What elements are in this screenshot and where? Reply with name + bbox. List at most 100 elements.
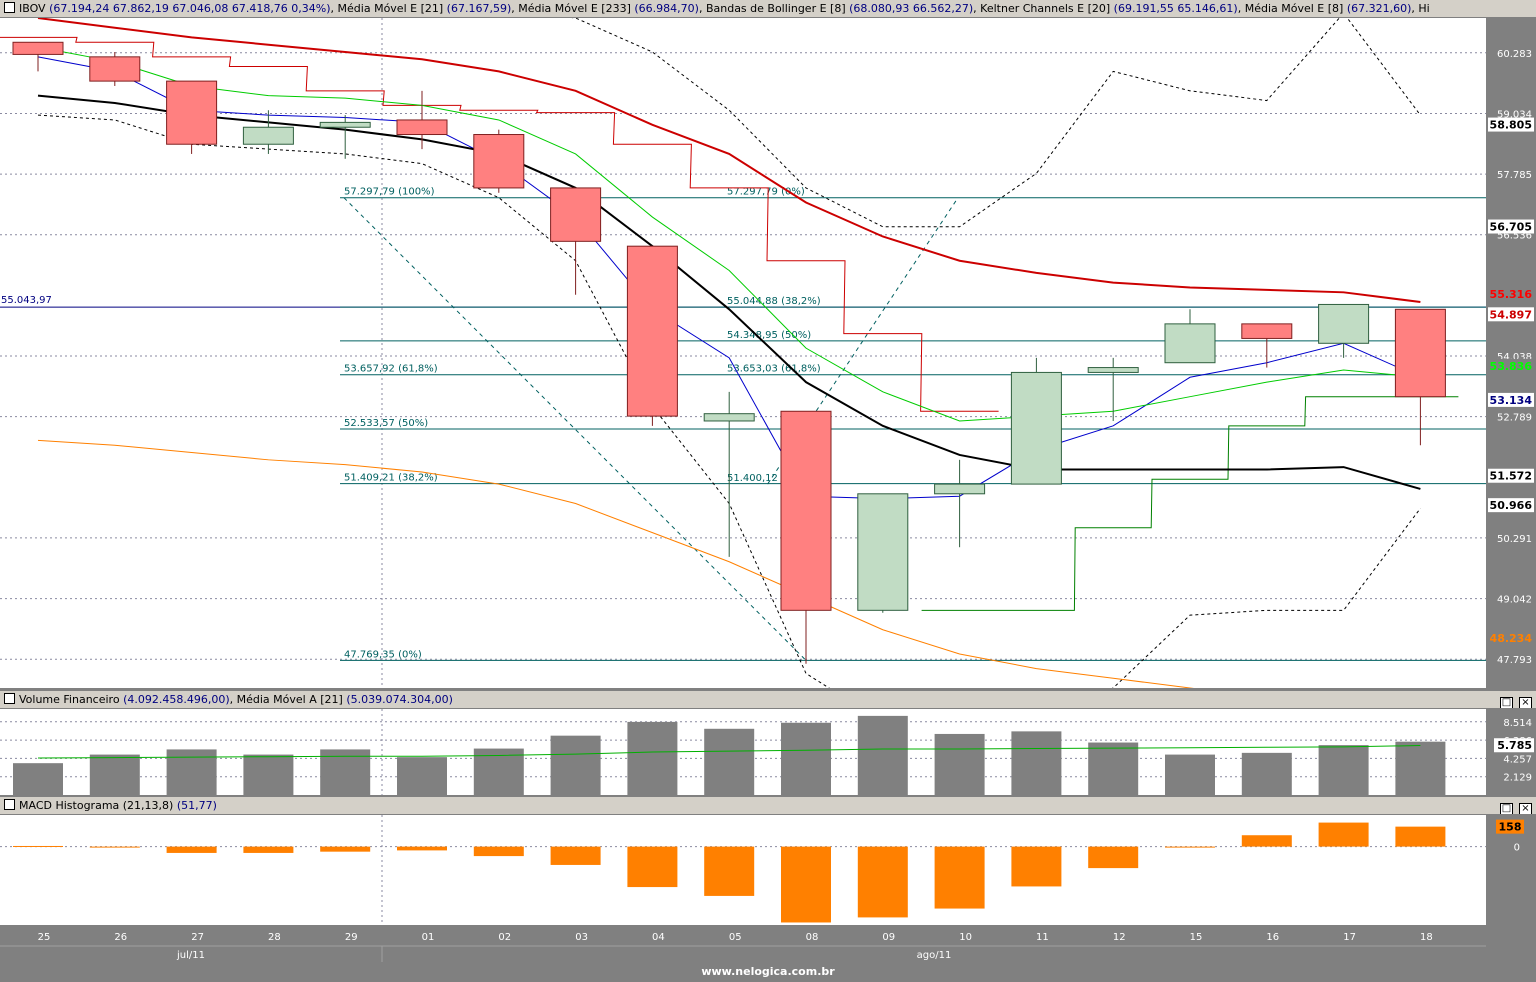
candle-body xyxy=(1394,308,1446,398)
macd-panel-header[interactable]: MACD Histograma (21,13,8) (51,77) □ × xyxy=(0,797,1536,815)
indicator-bollinger-value: (68.080,93 66.562,27) xyxy=(849,2,974,15)
volume-panel[interactable] xyxy=(0,709,1486,795)
volume-bar xyxy=(243,754,294,795)
macd-panel[interactable] xyxy=(0,815,1486,925)
price-axis[interactable]: 60.283 59.034 57.785 56.536 54.038 52.789 50.2… xyxy=(1486,18,1536,688)
bollinger-upper-band xyxy=(359,0,1421,228)
macd-window-buttons: □ × xyxy=(1494,799,1532,814)
date-tick-label: 03 xyxy=(575,932,588,943)
fibonacci-label: 57.297,79 (100%) xyxy=(344,187,435,198)
candle-body xyxy=(626,245,678,417)
fibonacci-label: 51.400,12 (100%) xyxy=(727,473,818,484)
indicator-ema21-label: Média Móvel E [21] xyxy=(337,2,444,15)
indicator-ema8-label: Média Móvel E [8] xyxy=(1244,2,1344,15)
volume-bar xyxy=(397,757,447,795)
symbol-label: IBOV xyxy=(19,2,46,15)
price-tag-bg xyxy=(1488,358,1534,373)
date-tick-label: 15 xyxy=(1190,932,1203,943)
volume-chart[interactable] xyxy=(0,709,1486,795)
macd-bar xyxy=(781,846,831,923)
indicator-ema233-value: (66.984,70) xyxy=(634,2,699,15)
macd-bar xyxy=(13,845,63,847)
volume-tag-label: 5.785 xyxy=(1497,739,1532,752)
volume-bar xyxy=(857,715,908,795)
macd-axis[interactable]: 0 158 xyxy=(1486,815,1536,925)
date-tick-label: 10 xyxy=(959,932,972,943)
indicator-ema233-label: Média Móvel E [233] xyxy=(518,2,631,15)
indicator-ema8-value: (67.321,60) xyxy=(1346,2,1412,15)
macd-bar xyxy=(1011,846,1062,887)
volume-bar xyxy=(1165,754,1215,795)
volume-panel-header[interactable]: Volume Financeiro (4.092.458.496,00), Mé… xyxy=(0,691,1536,709)
candle-body xyxy=(89,56,141,82)
volume-bar xyxy=(1395,741,1446,795)
price-panel-header[interactable]: IBOV (67.194,24 67.862,19 67.046,08 67.4… xyxy=(0,0,1536,18)
volume-bar xyxy=(89,754,140,795)
volume-bar xyxy=(166,749,217,795)
volume-tick-label: 2.129 xyxy=(1503,773,1532,784)
fibonacci-trend-line xyxy=(343,197,807,661)
price-tag-label: 53.134 xyxy=(1490,394,1533,407)
volume-tag-bg xyxy=(1494,738,1534,753)
macd-value: (51,77) xyxy=(176,799,217,812)
price-panel[interactable]: 55.043,97 57.297,79 (100%) 51.409,21 (38,2… xyxy=(0,0,1486,747)
volume-bar xyxy=(704,728,755,795)
price-tick-label: 60.283 xyxy=(1497,49,1532,60)
candle-body xyxy=(1087,367,1139,373)
panel-menu-icon[interactable] xyxy=(4,2,15,13)
candle-body xyxy=(396,119,448,136)
ema8-line xyxy=(37,46,1421,422)
price-tick-label: 49.042 xyxy=(1497,595,1532,606)
date-tick-label: 05 xyxy=(729,932,742,943)
date-tick-label: 16 xyxy=(1266,932,1279,943)
volume-ma-label: Média Móvel A [21] xyxy=(236,693,343,706)
macd-tick-label: 0 xyxy=(1514,843,1520,854)
stepped-support-line xyxy=(921,396,1459,611)
candle-body xyxy=(319,121,371,128)
volume-bar xyxy=(934,733,985,795)
macd-bar xyxy=(1088,846,1139,869)
maximize-icon[interactable]: □ xyxy=(1500,697,1513,708)
date-tick-label: 17 xyxy=(1343,932,1356,943)
price-tag-label: 54.897 xyxy=(1490,308,1532,321)
date-tick-label: 12 xyxy=(1113,932,1126,943)
macd-tag-label: 158 xyxy=(1499,821,1522,834)
volume-panel-menu-icon[interactable] xyxy=(4,693,15,704)
macd-bar xyxy=(1395,826,1446,847)
volume-bar xyxy=(1088,742,1139,795)
volume-bar xyxy=(1318,745,1369,795)
date-axis[interactable]: 25 26 27 28 29 01 02 03 04 05 08 09 10 11 12 15 16 17 18 ju… xyxy=(0,926,1536,982)
close-icon[interactable]: × xyxy=(1519,803,1532,814)
price-tag-label: 51.572 xyxy=(1490,470,1532,483)
date-tick-label: 09 xyxy=(882,932,895,943)
indicator-keltner-value: (69.191,55 65.146,61) xyxy=(1113,2,1238,15)
date-tick-label: 27 xyxy=(191,932,204,943)
candle-body xyxy=(473,134,525,189)
indicator-more-label: Hi xyxy=(1418,2,1430,15)
macd-panel-menu-icon[interactable] xyxy=(4,799,15,810)
price-chart[interactable]: 55.043,97 57.297,79 (100%) 51.409,21 (38,2… xyxy=(0,0,1486,747)
volume-bar xyxy=(1011,731,1062,795)
date-tick-label: 08 xyxy=(806,932,819,943)
volume-bar xyxy=(627,721,678,795)
indicator-ema21-value: (67.167,59) xyxy=(446,2,512,15)
footer-url[interactable]: www.nelogica.com.br xyxy=(701,965,835,978)
indicator-bollinger-label: Bandas de Bollinger E [8] xyxy=(705,2,846,15)
volume-bar xyxy=(1241,752,1292,795)
symbol-values: (67.194,24 67.862,19 67.046,08 67.418,76… xyxy=(49,2,331,15)
candle-body xyxy=(550,187,602,242)
price-tick-label: 47.793 xyxy=(1497,655,1532,666)
volume-bar xyxy=(473,748,524,795)
macd-bar xyxy=(934,846,985,909)
price-tick-label: 52.789 xyxy=(1497,413,1532,424)
close-icon[interactable]: × xyxy=(1519,697,1532,708)
volume-title: Volume Financeiro xyxy=(19,693,120,706)
macd-bar xyxy=(1318,822,1369,847)
fibonacci-label: 55.044,88 (38,2%) xyxy=(727,296,821,307)
maximize-icon[interactable]: □ xyxy=(1500,803,1513,814)
volume-window-buttons: □ × xyxy=(1494,693,1532,708)
fibonacci-label: 47.769,35 (0%) xyxy=(344,649,422,660)
macd-chart[interactable] xyxy=(0,815,1486,925)
